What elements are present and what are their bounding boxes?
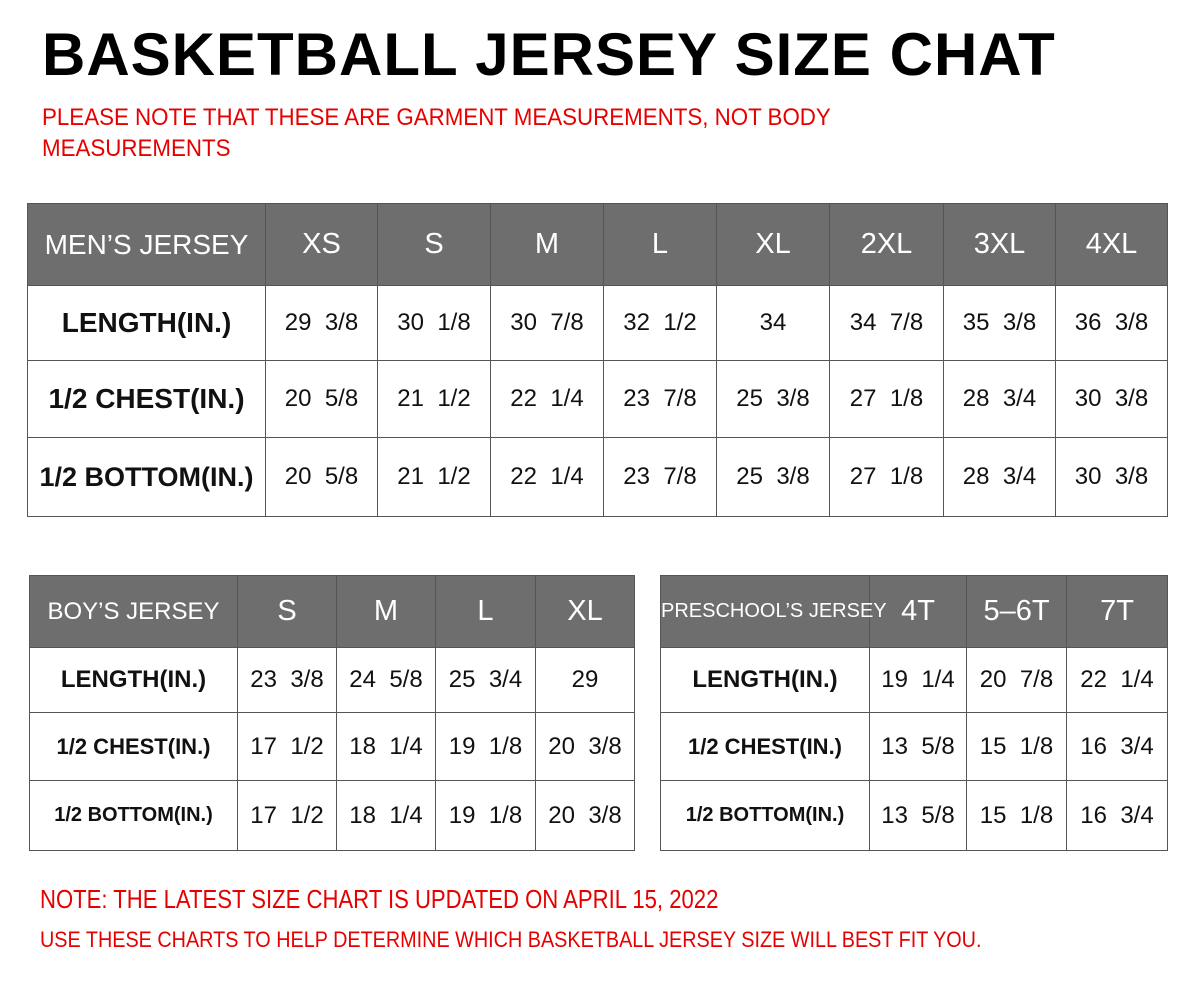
preschool-size-table: PRESCHOOL’S JERSEY 4T 5–6T 7T LENGTH(IN.) 19 …: [660, 575, 1168, 851]
measurement-label: LENGTH(IN.): [27, 285, 266, 361]
measurement-label: 1/2 CHEST(IN.): [660, 712, 870, 781]
measurement-value: 36 3/8: [1055, 285, 1168, 361]
table-row: 1/2 BOTTOM(IN.) 17 1/2 18 1/4 19 1/8 20 3/8: [29, 780, 635, 851]
measurement-value: 22 1/4: [490, 437, 604, 517]
table-row: LENGTH(IN.) 19 1/4 20 7/8 22 1/4: [660, 647, 1168, 713]
measurement-label: 1/2 CHEST(IN.): [27, 360, 266, 438]
size-header: 7T: [1066, 575, 1168, 648]
measurement-value: 21 1/2: [377, 360, 491, 438]
header-row: BOY’S JERSEY S M L XL: [29, 575, 635, 648]
measurement-value: 19 1/8: [435, 780, 536, 851]
measurement-value: 13 5/8: [869, 712, 967, 781]
boys-size-table: BOY’S JERSEY S M L XL LENGTH(IN.) 23 3/8 24 5/8…: [29, 575, 635, 851]
size-header: L: [435, 575, 536, 648]
measurement-value: 23 7/8: [603, 360, 717, 438]
table-row: 1/2 CHEST(IN.) 17 1/2 18 1/4 19 1/8 20 3/8: [29, 712, 635, 781]
measurement-label: LENGTH(IN.): [29, 647, 238, 713]
table-title: MEN’S JERSEY: [27, 203, 266, 286]
measurement-value: 27 1/8: [829, 437, 944, 517]
measurement-value: 30 7/8: [490, 285, 604, 361]
measurement-value: 30 1/8: [377, 285, 491, 361]
measurement-label: 1/2 BOTTOM(IN.): [27, 437, 266, 517]
measurement-value: 30 3/8: [1055, 437, 1168, 517]
measurement-value: 30 3/8: [1055, 360, 1168, 438]
measurement-value: 32 1/2: [603, 285, 717, 361]
measurement-value: 21 1/2: [377, 437, 491, 517]
measurement-value: 25 3/8: [716, 360, 830, 438]
table-row: 1/2 BOTTOM(IN.) 13 5/8 15 1/8 16 3/4: [660, 780, 1168, 851]
table-row: 1/2 CHEST(IN.) 13 5/8 15 1/8 16 3/4: [660, 712, 1168, 781]
size-header: 3XL: [943, 203, 1056, 286]
table-row: 1/2 BOTTOM(IN.) 20 5/8 21 1/2 22 1/4 23 7/8 2…: [27, 437, 1168, 517]
table-row: LENGTH(IN.) 29 3/8 30 1/8 30 7/8 32 1/2 34 34 …: [27, 285, 1168, 361]
size-header: M: [490, 203, 604, 286]
measurement-value: 35 3/8: [943, 285, 1056, 361]
mens-size-table: MEN’S JERSEY XS S M L XL 2XL 3XL 4XL LENGTH(IN.) 2…: [27, 203, 1168, 517]
measurement-value: 23 7/8: [603, 437, 717, 517]
measurement-value: 20 5/8: [265, 360, 378, 438]
measurement-value: 18 1/4: [336, 712, 436, 781]
measurement-value: 17 1/2: [237, 712, 337, 781]
size-header: S: [377, 203, 491, 286]
measurement-label: LENGTH(IN.): [660, 647, 870, 713]
header-row: PRESCHOOL’S JERSEY 4T 5–6T 7T: [660, 575, 1168, 648]
measurement-value: 23 3/8: [237, 647, 337, 713]
size-header: 2XL: [829, 203, 944, 286]
measurement-value: 34: [716, 285, 830, 361]
measurement-value: 19 1/4: [869, 647, 967, 713]
size-header: 5–6T: [966, 575, 1067, 648]
measurement-value: 16 3/4: [1066, 780, 1168, 851]
table-title: PRESCHOOL’S JERSEY: [660, 575, 887, 648]
measurement-label: 1/2 BOTTOM(IN.): [29, 780, 238, 851]
garment-note-line-1: PLEASE NOTE THAT THESE ARE GARMENT MEASU…: [42, 104, 831, 131]
page-title: BASKETBALL JERSEY SIZE CHAT: [42, 21, 1056, 88]
size-header: XL: [535, 575, 635, 648]
measurement-label: 1/2 CHEST(IN.): [29, 712, 238, 781]
measurement-value: 20 7/8: [966, 647, 1067, 713]
measurement-value: 25 3/8: [716, 437, 830, 517]
measurement-value: 20 5/8: [265, 437, 378, 517]
measurement-value: 15 1/8: [966, 712, 1067, 781]
measurement-value: 22 1/4: [490, 360, 604, 438]
update-note: NOTE: THE LATEST SIZE CHART IS UPDATED O…: [40, 884, 719, 914]
measurement-value: 20 3/8: [535, 780, 635, 851]
fit-note: USE THESE CHARTS TO HELP DETERMINE WHICH…: [40, 927, 982, 952]
header-row: MEN’S JERSEY XS S M L XL 2XL 3XL 4XL: [27, 203, 1168, 286]
measurement-value: 15 1/8: [966, 780, 1067, 851]
measurement-value: 13 5/8: [869, 780, 967, 851]
measurement-value: 29 3/8: [265, 285, 378, 361]
measurement-value: 29: [535, 647, 635, 713]
measurement-value: 18 1/4: [336, 780, 436, 851]
garment-note-line-2: MEASUREMENTS: [42, 135, 231, 162]
measurement-label: 1/2 BOTTOM(IN.): [660, 780, 870, 851]
table-row: 1/2 CHEST(IN.) 20 5/8 21 1/2 22 1/4 23 7/8 25…: [27, 360, 1168, 438]
size-header: XL: [716, 203, 830, 286]
measurement-value: 22 1/4: [1066, 647, 1168, 713]
measurement-value: 28 3/4: [943, 360, 1056, 438]
size-header: L: [603, 203, 717, 286]
measurement-value: 16 3/4: [1066, 712, 1168, 781]
measurement-value: 19 1/8: [435, 712, 536, 781]
table-row: LENGTH(IN.) 23 3/8 24 5/8 25 3/4 29: [29, 647, 635, 713]
measurement-value: 25 3/4: [435, 647, 536, 713]
measurement-value: 34 7/8: [829, 285, 944, 361]
measurement-value: 17 1/2: [237, 780, 337, 851]
size-header: XS: [265, 203, 378, 286]
table-title: BOY’S JERSEY: [29, 575, 238, 648]
size-header: 4T: [869, 575, 967, 648]
size-header: S: [237, 575, 337, 648]
size-header: M: [336, 575, 436, 648]
measurement-value: 20 3/8: [535, 712, 635, 781]
measurement-value: 24 5/8: [336, 647, 436, 713]
measurement-value: 27 1/8: [829, 360, 944, 438]
measurement-value: 28 3/4: [943, 437, 1056, 517]
size-header: 4XL: [1055, 203, 1168, 286]
